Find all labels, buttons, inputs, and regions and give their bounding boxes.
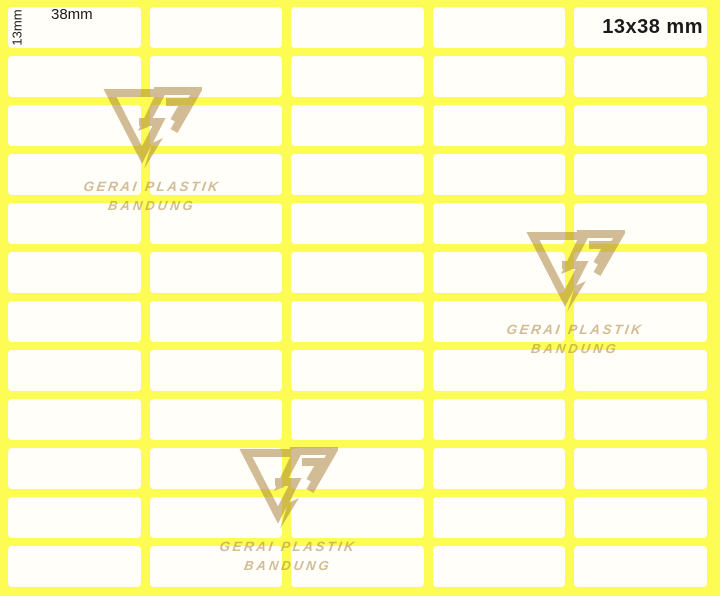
label-cell <box>432 546 566 587</box>
label-cell <box>149 252 283 293</box>
label-cell <box>574 448 707 489</box>
label-cell <box>8 56 141 97</box>
label-cell <box>149 448 283 489</box>
label-cell <box>8 350 141 391</box>
label-cell <box>574 350 707 391</box>
label-cell <box>149 7 283 48</box>
label-cell <box>149 350 283 391</box>
label-cell <box>432 56 566 97</box>
label-cell <box>291 448 424 489</box>
width-dimension-label: 38mm <box>51 6 93 23</box>
label-cell <box>574 497 707 538</box>
label-cell <box>291 105 424 146</box>
label-cell <box>574 399 707 440</box>
label-cell <box>432 154 566 195</box>
label-cell <box>8 154 141 195</box>
label-cell <box>8 7 141 48</box>
label-cell <box>149 105 283 146</box>
label-cell <box>432 350 566 391</box>
label-cell <box>149 546 283 587</box>
label-cell <box>8 546 141 587</box>
label-cell <box>291 252 424 293</box>
label-cell <box>291 154 424 195</box>
label-cell <box>291 546 424 587</box>
size-label: 13x38 mm <box>602 16 703 38</box>
label-cell <box>574 546 707 587</box>
label-grid: 13x38 mm <box>8 7 707 587</box>
label-cell <box>432 203 566 244</box>
label-cell <box>149 497 283 538</box>
label-cell: 13x38 mm <box>574 7 707 48</box>
label-cell <box>432 399 566 440</box>
label-cell <box>149 203 283 244</box>
label-cell <box>574 105 707 146</box>
label-cell <box>149 154 283 195</box>
label-cell <box>291 56 424 97</box>
label-cell <box>291 497 424 538</box>
label-cell <box>149 56 283 97</box>
label-cell <box>291 399 424 440</box>
label-cell <box>8 252 141 293</box>
height-dimension-label-box: 13mm <box>8 7 26 48</box>
label-cell <box>574 203 707 244</box>
label-cell <box>8 399 141 440</box>
label-cell <box>291 350 424 391</box>
label-cell <box>574 154 707 195</box>
label-cell <box>432 497 566 538</box>
label-cell <box>574 56 707 97</box>
label-cell <box>149 399 283 440</box>
label-cell <box>149 301 283 342</box>
label-cell <box>8 448 141 489</box>
label-cell <box>8 203 141 244</box>
label-cell <box>432 7 566 48</box>
label-cell <box>574 301 707 342</box>
label-cell <box>8 105 141 146</box>
label-cell <box>432 252 566 293</box>
height-dimension-label: 13mm <box>9 9 25 46</box>
label-cell <box>291 203 424 244</box>
label-cell <box>8 497 141 538</box>
label-cell <box>432 448 566 489</box>
label-cell <box>574 252 707 293</box>
label-cell <box>291 301 424 342</box>
label-cell <box>8 301 141 342</box>
label-cell <box>432 105 566 146</box>
label-cell <box>432 301 566 342</box>
label-cell <box>291 7 424 48</box>
